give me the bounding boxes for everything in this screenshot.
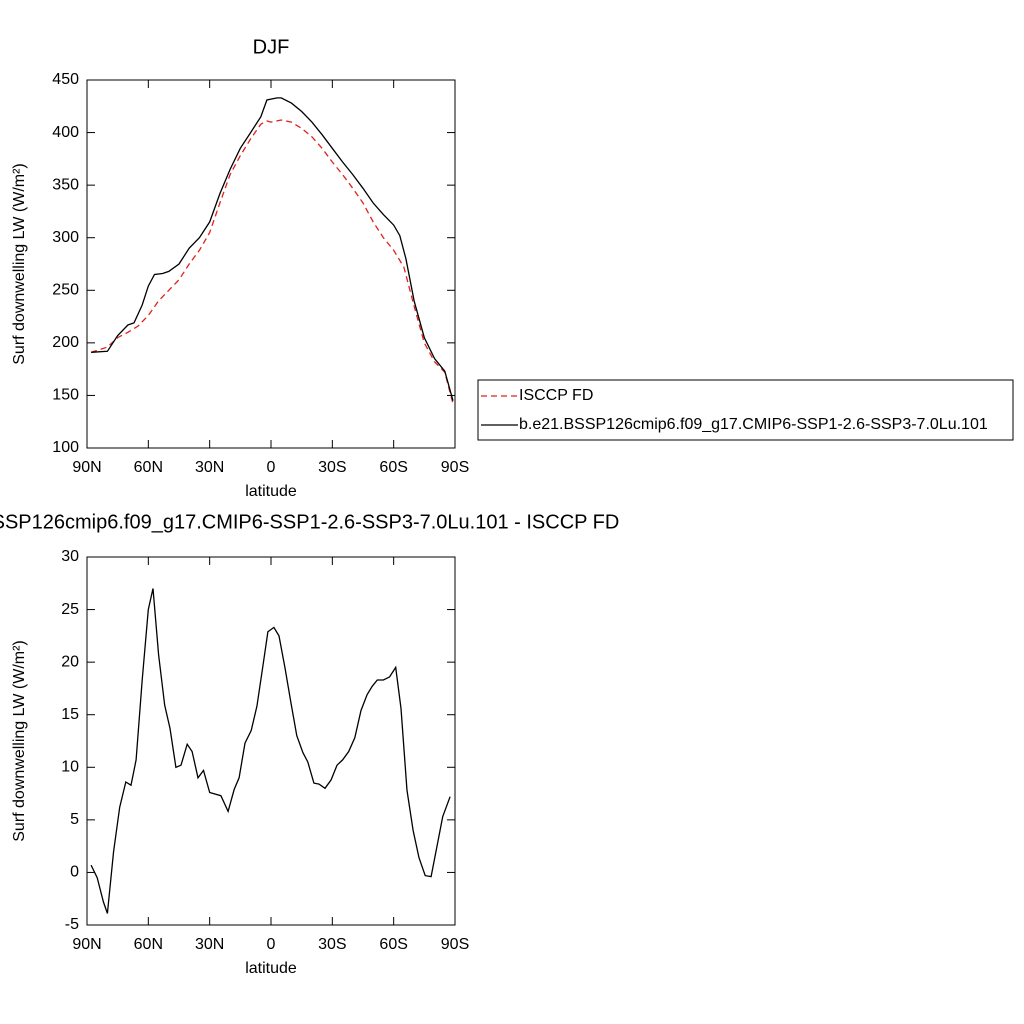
- x-axis-label: latitude: [245, 483, 297, 500]
- y-tick-label: 450: [52, 71, 79, 88]
- x-tick-label: 30S: [318, 936, 346, 953]
- y-tick-label: 5: [70, 811, 79, 828]
- y-tick-label: 300: [52, 229, 79, 246]
- y-tick-label: 25: [61, 601, 79, 618]
- legend-box: [477, 379, 1014, 441]
- x-tick-label: 90N: [72, 459, 101, 476]
- x-tick-label: 60S: [379, 459, 407, 476]
- x-tick-label: 90S: [441, 459, 469, 476]
- data-line: [91, 97, 454, 401]
- y-tick-label: -5: [65, 916, 79, 933]
- y-tick-label: 100: [52, 439, 79, 456]
- plot-frame: [86, 556, 456, 926]
- x-tick-label: 0: [267, 936, 276, 953]
- plot-frame: [86, 79, 456, 449]
- chart-title: b.e21.BSSP126cmip6.f09_g17.CMIP6-SSP1-2.…: [0, 511, 619, 533]
- data-line: [90, 119, 454, 404]
- x-tick-label: 30N: [195, 459, 224, 476]
- x-tick-label: 0: [267, 459, 276, 476]
- y-tick-label: 30: [61, 548, 79, 565]
- x-tick-label: 30S: [318, 459, 346, 476]
- y-tick-label: 150: [52, 387, 79, 404]
- legend-label: b.e21.BSSP126cmip6.f09_g17.CMIP6-SSP1-2.…: [519, 416, 988, 433]
- x-tick-label: 90N: [72, 936, 101, 953]
- y-tick-label: 400: [52, 124, 79, 141]
- chart-title: DJF: [253, 36, 290, 58]
- y-axis-label: Surf downwelling LW (W/m²): [11, 163, 28, 365]
- x-tick-label: 60N: [134, 459, 163, 476]
- x-tick-label: 30N: [195, 936, 224, 953]
- y-tick-label: 10: [61, 759, 79, 776]
- y-tick-label: 250: [52, 282, 79, 299]
- legend-label: ISCCP FD: [519, 387, 593, 404]
- x-tick-label: 90S: [441, 936, 469, 953]
- y-tick-label: 15: [61, 706, 79, 723]
- x-axis-label: latitude: [245, 960, 297, 977]
- y-tick-label: 350: [52, 176, 79, 193]
- y-tick-label: 20: [61, 653, 79, 670]
- y-axis-label: Surf downwelling LW (W/m²): [11, 640, 28, 842]
- x-tick-label: 60N: [134, 936, 163, 953]
- y-tick-label: 200: [52, 334, 79, 351]
- x-tick-label: 60S: [379, 936, 407, 953]
- y-tick-label: 0: [70, 864, 79, 881]
- data-line: [90, 588, 451, 914]
